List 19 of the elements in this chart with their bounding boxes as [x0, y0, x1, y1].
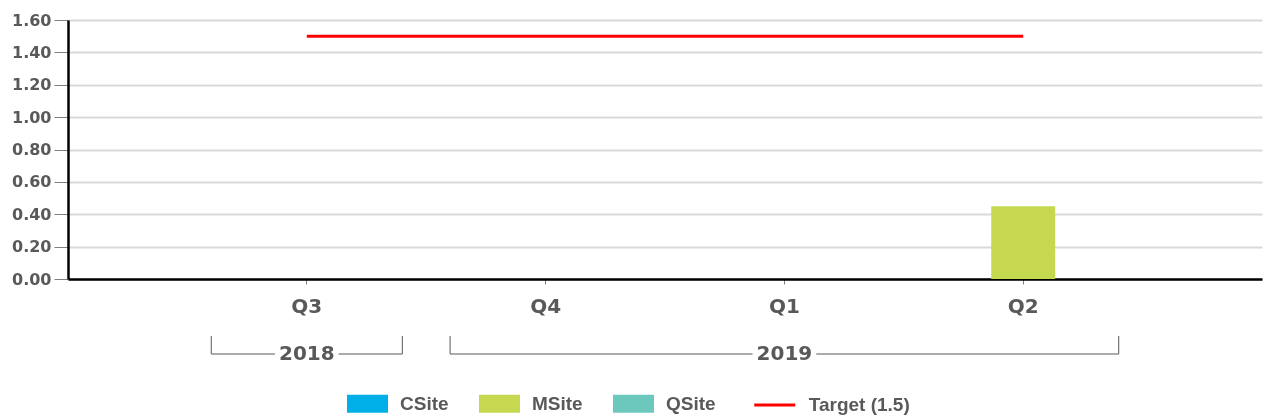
legend-label: MSite — [532, 392, 583, 414]
y-tick-label: 1.40 — [12, 42, 52, 62]
y-tick-label: 1.60 — [12, 10, 52, 30]
y-tick-label: 1.00 — [12, 107, 52, 127]
y-tick-label: 0.40 — [12, 204, 52, 224]
x-tick-label: Q1 — [768, 293, 800, 318]
text: 2019 — [756, 341, 813, 365]
x-tick-label: Q4 — [530, 293, 562, 318]
y-tick-label: 1.20 — [12, 75, 52, 95]
legend-label: Target (1.5) — [808, 394, 910, 415]
y-tick-label: 0.60 — [12, 172, 52, 192]
text: 2018 — [278, 341, 335, 365]
x-tick-label: Q3 — [291, 293, 323, 318]
y-tick-label: 0.20 — [12, 237, 52, 257]
y-tick-label: 0.80 — [12, 140, 52, 159]
legend-label: CSite — [400, 392, 449, 414]
x-tick-label: Q2 — [1007, 293, 1039, 318]
y-tick-label: 0.00 — [12, 269, 52, 289]
legend-label: QSite — [666, 392, 716, 414]
